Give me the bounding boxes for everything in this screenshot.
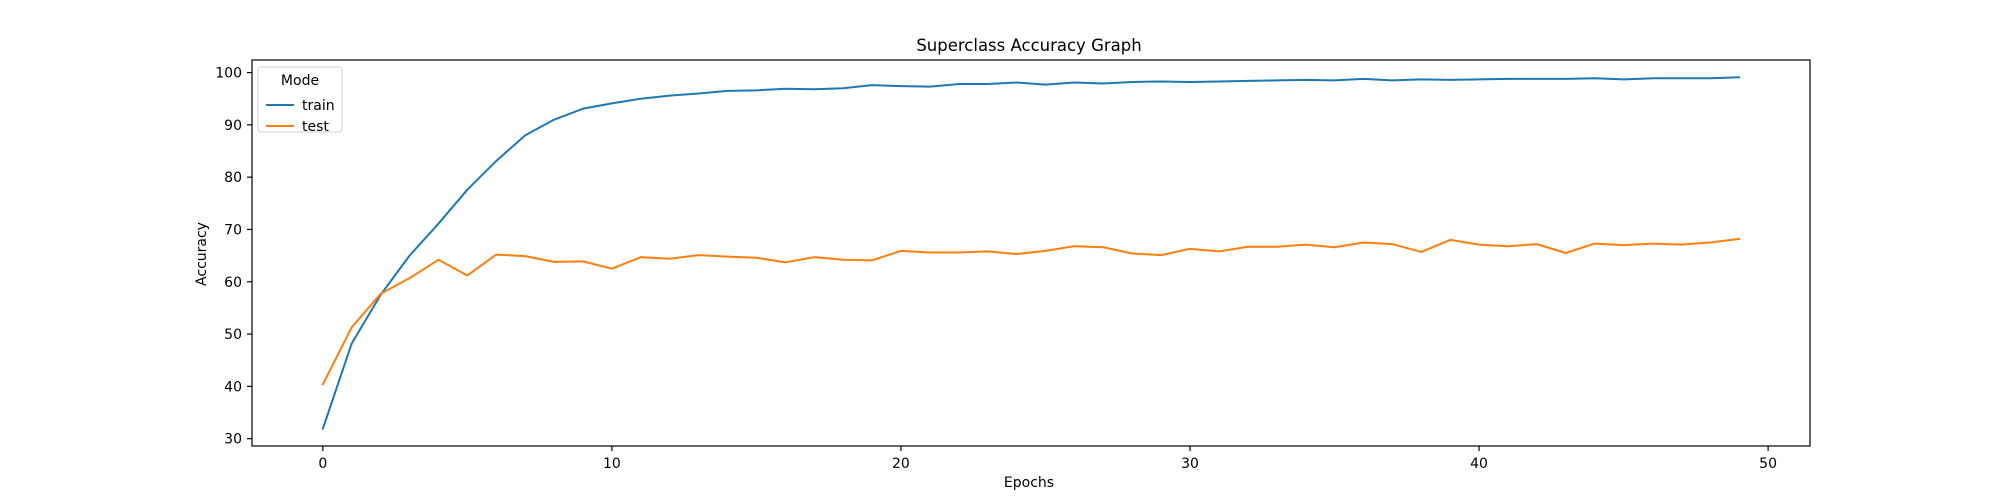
x-tick-label: 0 — [318, 456, 327, 472]
legend-title: Mode — [281, 73, 319, 89]
y-tick-label: 60 — [224, 275, 242, 291]
series-line-train — [321, 76, 1741, 431]
y-tick-label: 40 — [224, 379, 242, 395]
plot-area: 0 10 20 30 40 50 30 40 50 60 70 80 90 100 — [215, 59, 1811, 472]
x-tick-label: 50 — [1759, 456, 1777, 472]
legend-box — [257, 66, 343, 133]
x-tick-label: 10 — [603, 456, 621, 472]
legend: Mode train test — [257, 66, 343, 135]
x-axis-label: Epochs — [1004, 475, 1054, 491]
legend-label-test: test — [302, 119, 329, 135]
y-axis-label: Accuracy — [194, 222, 210, 286]
y-tick-label: 70 — [224, 222, 242, 238]
y-tick-label: 100 — [215, 66, 242, 82]
y-tick-label: 80 — [224, 170, 242, 186]
chart-title: Superclass Accuracy Graph — [916, 36, 1141, 55]
x-tick-label: 20 — [892, 456, 910, 472]
x-tick-label: 30 — [1181, 456, 1199, 472]
y-tick-label: 50 — [224, 327, 242, 343]
y-tick-label: 30 — [224, 432, 242, 448]
y-tick-label: 90 — [224, 118, 242, 134]
plot-frame — [251, 59, 1811, 447]
legend-label-train: train — [302, 98, 335, 114]
x-tick-label: 40 — [1470, 456, 1488, 472]
series-line-test — [321, 237, 1741, 386]
